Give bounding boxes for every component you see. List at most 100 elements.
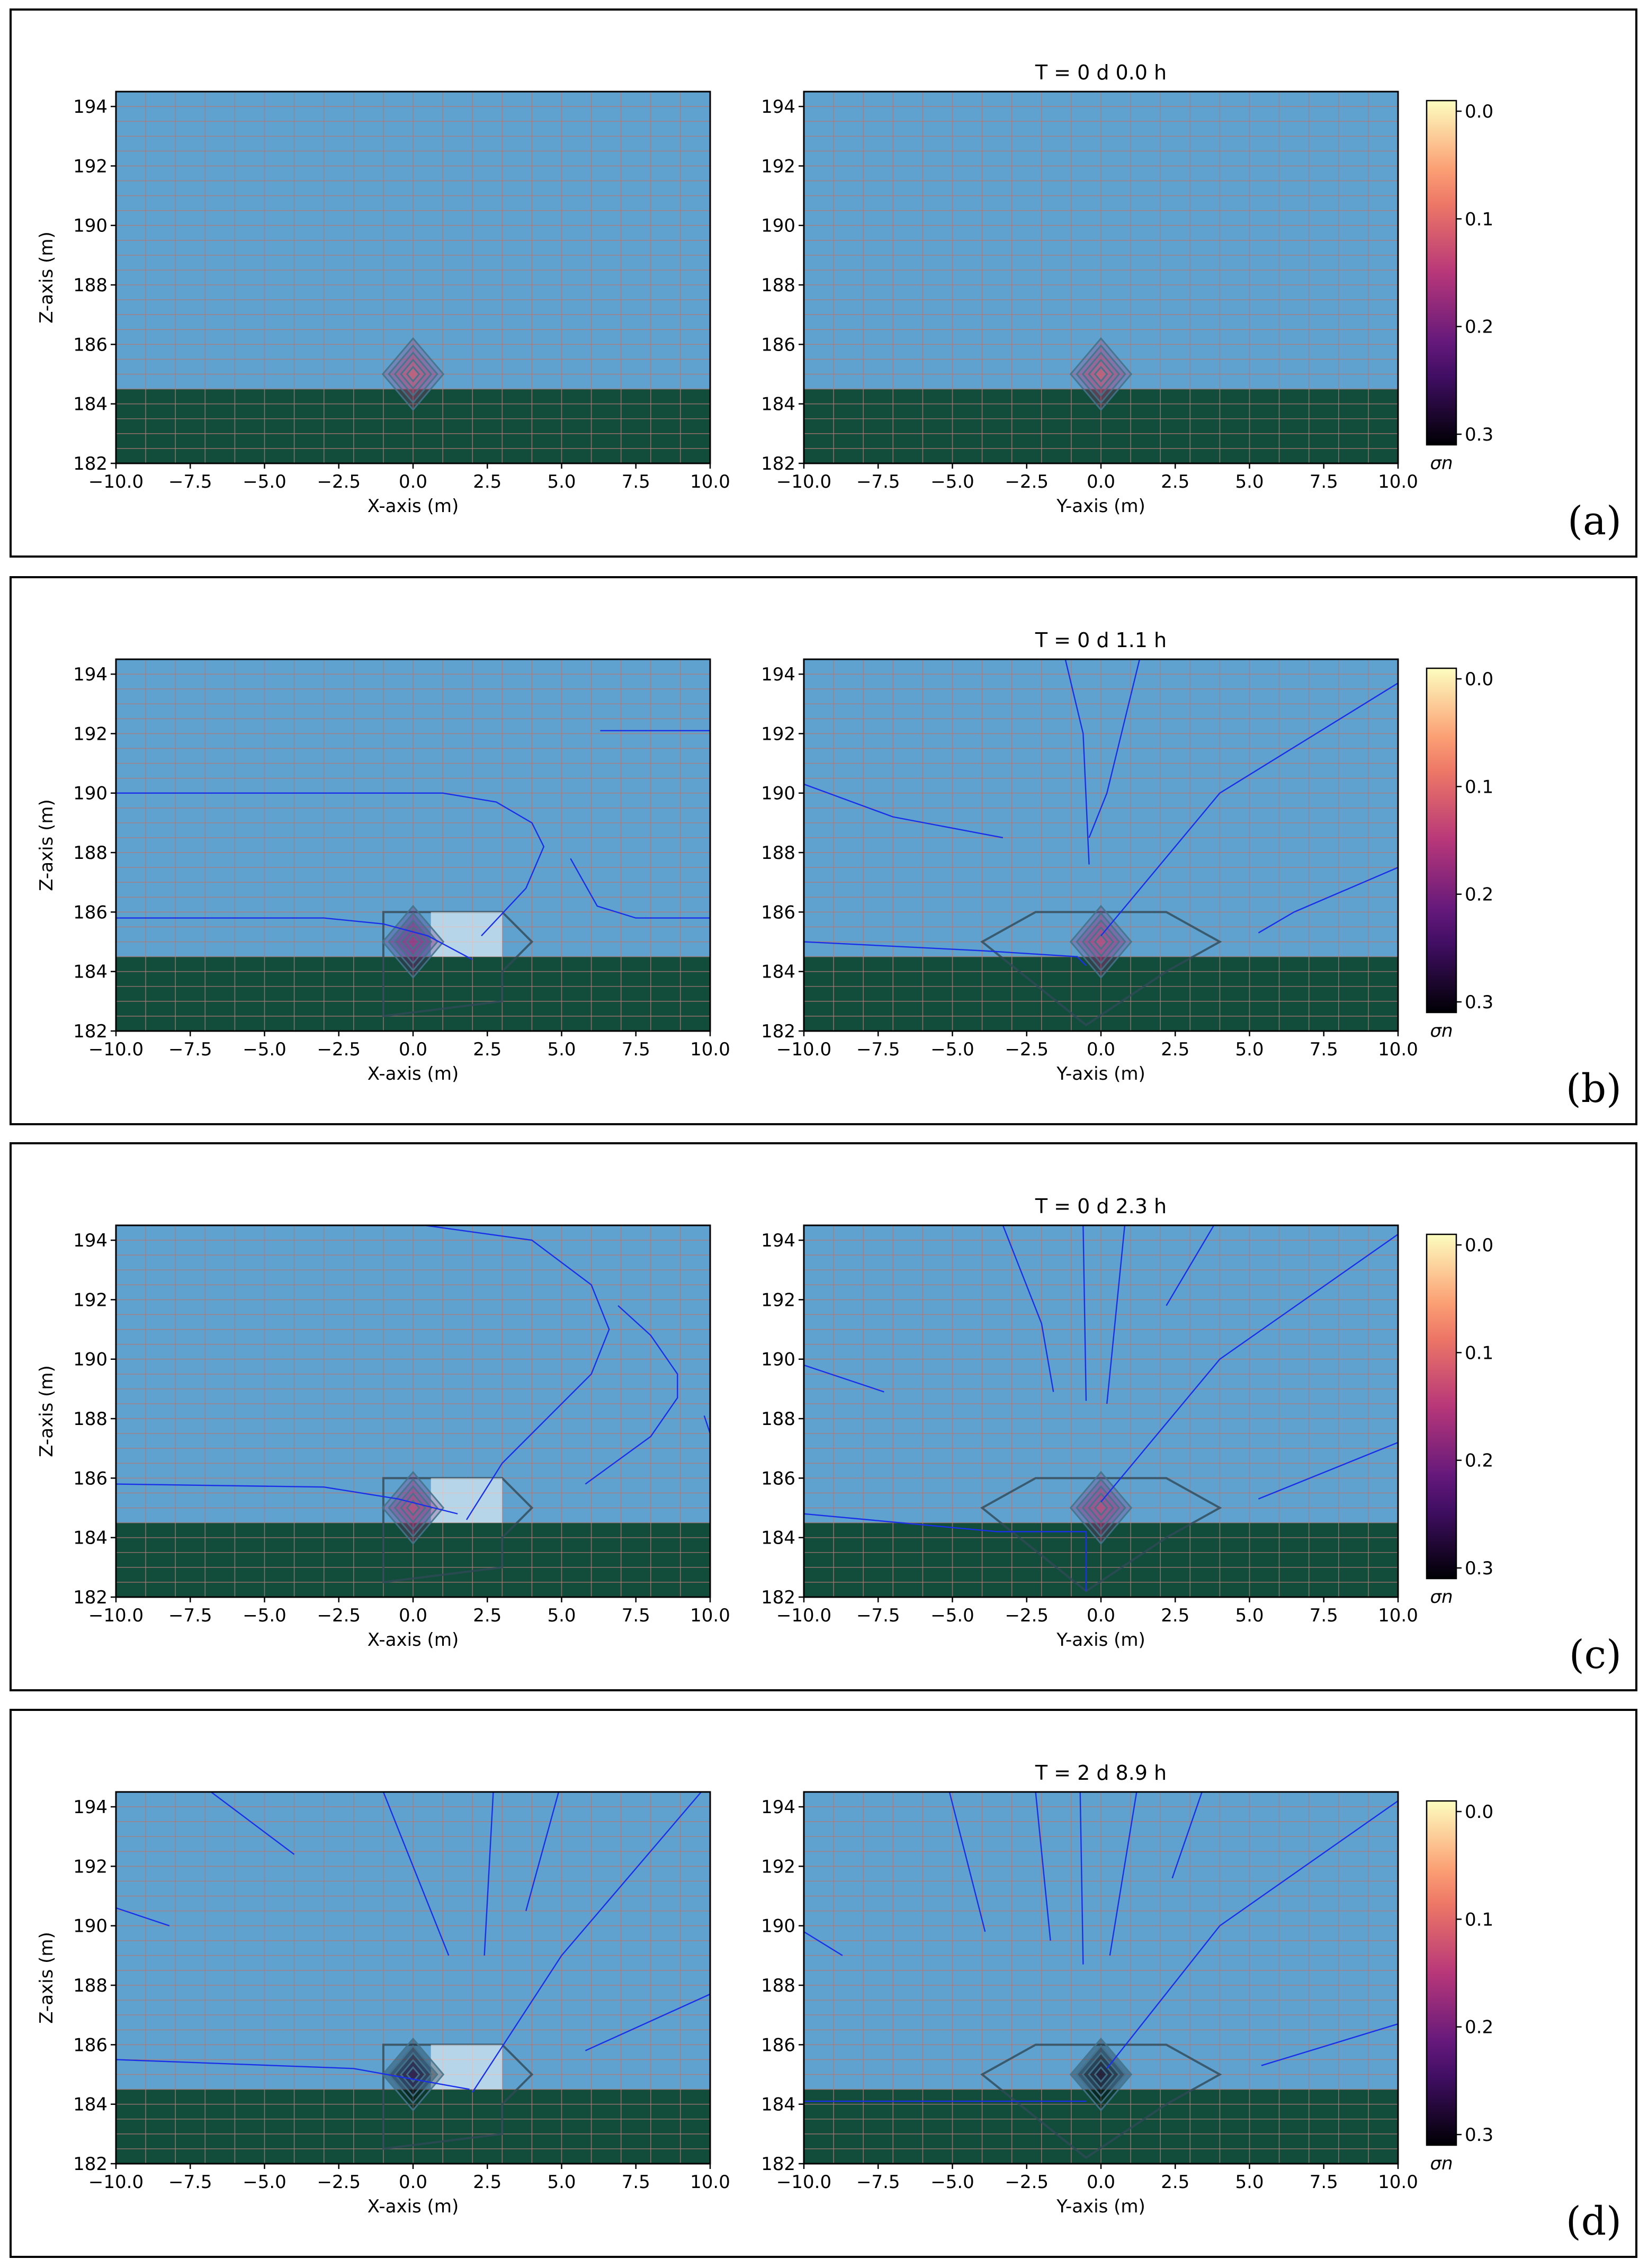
z-tick-label: 188 — [73, 842, 108, 864]
grid-lines — [804, 92, 1398, 463]
x-axis-label: X-axis (m) — [368, 2196, 459, 2217]
x-tick-label: 10.0 — [1378, 1039, 1418, 1060]
z-tick-label: 190 — [761, 1916, 795, 1937]
colorbar-label: σn — [1430, 1586, 1453, 1608]
streamline — [1002, 1225, 1054, 1392]
grid-lines — [116, 659, 710, 1031]
x-tick-label: 7.5 — [622, 1605, 650, 1626]
grid-lines — [116, 1225, 710, 1597]
x-axis-label: X-axis (m) — [368, 1063, 459, 1084]
z-tick-label: 186 — [761, 902, 795, 923]
left-plot: −10.0 −7.5 −5.0 −2.5 0.0 2.5 5.0 7.5 10.0 182 184 1… — [36, 91, 730, 517]
z-tick-label: 192 — [73, 1289, 108, 1311]
z-tick-label: 194 — [73, 96, 108, 118]
z-tick-label: 184 — [761, 394, 795, 415]
colorbar-tick-label: 0.1 — [1465, 209, 1493, 230]
z-tick-label: 194 — [73, 664, 108, 685]
z-tick-label: 188 — [761, 1975, 795, 1996]
sigma-contour — [381, 904, 445, 979]
x-tick-label: −2.5 — [1005, 1605, 1049, 1626]
x-tick-label: 10.0 — [690, 2172, 730, 2193]
streamline — [1106, 1800, 1399, 2069]
x-tick-label: 0.0 — [1087, 1605, 1115, 1626]
chart-title: T = 2 d 8.9 h — [1035, 1761, 1167, 1785]
x-tick-label: 0.0 — [399, 1605, 427, 1626]
z-tick-label: 194 — [73, 1230, 108, 1251]
z-tick-label: 184 — [73, 962, 108, 983]
streamline — [115, 1483, 458, 1514]
grid-lines — [116, 92, 710, 463]
x-tick-label: 5.0 — [547, 1039, 576, 1060]
panel-svg: −10.0 −7.5 −5.0 −2.5 0.0 2.5 5.0 7.5 10.0 182 184 1… — [36, 61, 1622, 544]
x-tick-label: 7.5 — [622, 2172, 650, 2193]
grid-lines — [804, 659, 1398, 1031]
right-plot: −10.0 −7.5 −5.0 −2.5 0.0 2.5 5.0 7.5 10.0 182 184 1… — [761, 1224, 1418, 1651]
z-tick-label: 186 — [73, 902, 108, 923]
x-tick-label: 7.5 — [1310, 1605, 1338, 1626]
x-tick-label: −2.5 — [317, 1605, 361, 1626]
streamline — [116, 917, 473, 961]
panel-svg: −10.0 −7.5 −5.0 −2.5 0.0 2.5 5.0 7.5 10.0 182 184 1… — [36, 1195, 1622, 1678]
colorbar: 0.0 0.1 0.2 0.3 σn — [1426, 667, 1493, 1042]
z-tick-label: 190 — [73, 1916, 108, 1937]
x-tick-label: 2.5 — [1161, 1605, 1189, 1626]
x-tick-label: 10.0 — [1378, 471, 1418, 492]
structure-outline — [382, 911, 534, 1018]
colorbar-label: σn — [1430, 2153, 1453, 2174]
z-tick-label: 194 — [761, 664, 795, 685]
streamline — [382, 1791, 450, 1956]
right-plot: −10.0 −7.5 −5.0 −2.5 0.0 2.5 5.0 7.5 10.0 182 184 1… — [761, 658, 1418, 1084]
x-tick-label: 10.0 — [690, 1039, 730, 1060]
colorbar-tick-label: 0.1 — [1465, 1909, 1493, 1930]
streamline — [803, 1364, 884, 1393]
x-tick-label: −10.0 — [776, 1605, 831, 1626]
x-tick-label: 2.5 — [1161, 471, 1189, 492]
chart-title: T = 0 d 0.0 h — [1035, 61, 1167, 84]
colorbar: 0.0 0.1 0.2 0.3 σn — [1426, 1233, 1493, 1608]
x-axis-label: Y-axis (m) — [1056, 496, 1145, 517]
x-tick-label: −2.5 — [317, 2172, 361, 2193]
structure-outline — [382, 2043, 534, 2150]
z-tick-label: 184 — [761, 2094, 795, 2115]
z-tick-label: 190 — [761, 1349, 795, 1370]
plume-glow — [431, 2045, 503, 2090]
x-axis-label: X-axis (m) — [368, 496, 459, 517]
x-axis-label: Y-axis (m) — [1056, 1063, 1145, 1084]
z-tick-label: 192 — [73, 156, 108, 177]
streamline — [570, 858, 710, 919]
x-tick-label: 2.5 — [473, 1605, 501, 1626]
x-tick-label: −2.5 — [317, 471, 361, 492]
x-tick-label: 5.0 — [547, 471, 576, 492]
z-tick-label: 188 — [761, 1409, 795, 1430]
y-axis-label: Z-axis (m) — [36, 1365, 57, 1457]
x-tick-label: −10.0 — [776, 1039, 831, 1060]
z-tick-label: 190 — [73, 216, 108, 237]
panel-label: (c) — [1569, 1632, 1622, 1678]
streamline — [525, 1791, 560, 1911]
z-tick-label: 194 — [761, 1230, 795, 1251]
z-tick-label: 192 — [73, 723, 108, 745]
z-tick-label: 182 — [761, 2154, 795, 2175]
x-tick-label: 0.0 — [1087, 1039, 1115, 1060]
x-tick-label: 10.0 — [1378, 2172, 1418, 2193]
colorbar: 0.0 0.1 0.2 0.3 σn — [1426, 1800, 1493, 2174]
streamline — [803, 941, 1087, 966]
streamline — [1258, 1441, 1399, 1500]
x-axis-label: X-axis (m) — [368, 1629, 459, 1651]
streamline — [1109, 1791, 1138, 1956]
x-tick-label: −7.5 — [856, 2172, 900, 2193]
streamline — [1171, 1791, 1203, 1879]
x-tick-label: 7.5 — [1310, 1039, 1338, 1060]
x-tick-label: 5.0 — [547, 2172, 576, 2193]
streamline — [948, 1791, 986, 1932]
x-tick-label: 2.5 — [1161, 1039, 1189, 1060]
structure-outline — [980, 1477, 1222, 1593]
x-tick-label: −5.0 — [243, 471, 286, 492]
x-tick-label: 5.0 — [1235, 1039, 1264, 1060]
streamline — [585, 1305, 678, 1485]
z-tick-label: 188 — [73, 1409, 108, 1430]
streamline — [803, 1513, 1087, 1591]
x-tick-label: 7.5 — [622, 471, 650, 492]
streamline — [585, 1993, 711, 2051]
z-tick-label: 182 — [761, 1587, 795, 1608]
